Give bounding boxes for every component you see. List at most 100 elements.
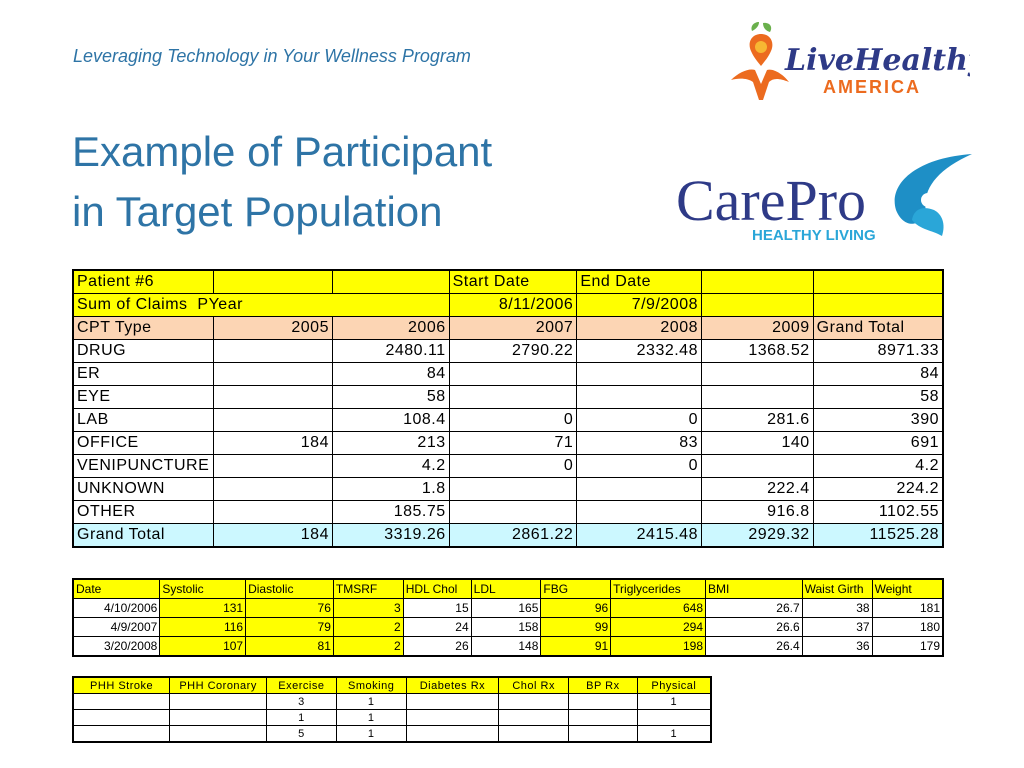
column-header: HDL Chol xyxy=(402,578,472,599)
table-cell: 2 xyxy=(332,617,404,637)
america-wordmark: AMERICA xyxy=(823,77,921,97)
year-header: 2009 xyxy=(700,316,814,340)
figure-head-mark xyxy=(921,193,935,207)
table-cell: 71 xyxy=(448,431,578,455)
biometrics-header-row: Date Systolic Diastolic TMSRF HDL Chol L… xyxy=(72,578,944,599)
table-cell: 5 xyxy=(266,725,337,743)
row-total: 691 xyxy=(812,431,944,455)
table-cell: 116 xyxy=(159,617,247,637)
slide-subtitle: Leveraging Technology in Your Wellness P… xyxy=(73,46,471,66)
patient-label: Patient #6 xyxy=(72,269,215,294)
table-cell xyxy=(448,362,578,386)
grand-total-header: Grand Total xyxy=(812,316,944,340)
column-header: BMI xyxy=(705,578,803,599)
table-cell xyxy=(213,500,333,524)
table-cell xyxy=(576,362,702,386)
table-cell: 99 xyxy=(540,617,612,637)
table-cell: 36 xyxy=(801,636,873,657)
date-cell: 4/10/2006 xyxy=(72,598,161,618)
table-cell: 1 xyxy=(335,725,407,743)
swoosh-icon xyxy=(894,154,972,224)
table-cell: 184 xyxy=(213,523,333,548)
table-cell: 79 xyxy=(245,617,334,637)
table-cell: 1 xyxy=(266,709,337,726)
table-cell xyxy=(498,725,570,743)
table-cell: 1 xyxy=(636,693,712,710)
table-cell: 916.8 xyxy=(700,500,814,524)
year-header: 2005 xyxy=(213,316,333,340)
grand-total-value: 11525.28 xyxy=(812,523,944,548)
table-cell: 648 xyxy=(610,598,707,618)
year-header: 2008 xyxy=(576,316,702,340)
sum-of-claims-label: Sum of Claims PYear xyxy=(72,293,450,317)
cpt-type: VENIPUNCTURE xyxy=(72,454,215,478)
table-row: 5 1 1 xyxy=(72,725,712,743)
sum-of-claims-row: Sum of Claims PYear 8/11/2006 7/9/2008 xyxy=(72,293,944,317)
biometrics-table: Date Systolic Diastolic TMSRF HDL Chol L… xyxy=(72,578,944,657)
column-header: PHH Stroke xyxy=(72,676,171,694)
table-cell xyxy=(405,725,500,743)
table-cell: 0 xyxy=(448,454,578,478)
table-cell xyxy=(576,477,702,501)
column-header: Exercise xyxy=(266,676,337,694)
column-header: Chol Rx xyxy=(498,676,570,694)
row-total: 1102.55 xyxy=(812,500,944,524)
table-row: 3 1 1 xyxy=(72,693,712,710)
start-date-label: Start Date xyxy=(448,269,578,294)
figure-head-icon xyxy=(755,41,767,53)
table-cell: 2790.22 xyxy=(448,339,578,363)
table-row: 1 1 xyxy=(72,709,712,726)
title-line-1: Example of Participant xyxy=(72,128,493,175)
column-header: Smoking xyxy=(335,676,407,694)
table-cell xyxy=(169,693,267,710)
table-row: OFFICE 184 213 71 83 140 691 xyxy=(72,431,944,455)
table-cell: 185.75 xyxy=(331,500,450,524)
start-date-value: 8/11/2006 xyxy=(448,293,578,317)
table-cell: 76 xyxy=(245,598,334,618)
column-header: FBG xyxy=(540,578,612,599)
cpt-type: UNKNOWN xyxy=(72,477,215,501)
table-cell: 24 xyxy=(402,617,472,637)
column-header: Systolic xyxy=(159,578,247,599)
year-header: 2006 xyxy=(331,316,450,340)
cpt-type: DRUG xyxy=(72,339,215,363)
row-total: 224.2 xyxy=(812,477,944,501)
row-total: 4.2 xyxy=(812,454,944,478)
table-cell: 1 xyxy=(636,725,712,743)
table-cell: 281.6 xyxy=(700,408,814,432)
table-cell: 0 xyxy=(576,408,702,432)
table-cell xyxy=(72,693,171,710)
table-cell: 1368.52 xyxy=(700,339,814,363)
table-cell xyxy=(169,709,267,726)
patient-row: Patient #6 Start Date End Date xyxy=(72,269,944,294)
table-cell xyxy=(448,477,578,501)
column-header: LDL xyxy=(470,578,542,599)
table-cell: 26 xyxy=(402,636,472,657)
table-cell: 0 xyxy=(448,408,578,432)
leaf-icon-right xyxy=(763,22,772,32)
table-row: OTHER 185.75 916.8 1102.55 xyxy=(72,500,944,524)
table-cell xyxy=(568,725,638,743)
table-row: EYE 58 58 xyxy=(72,385,944,409)
column-header: TMSRF xyxy=(332,578,404,599)
table-cell: 91 xyxy=(540,636,612,657)
table-cell xyxy=(213,362,333,386)
table-cell: 26.4 xyxy=(705,636,803,657)
table-cell: 2 xyxy=(332,636,404,657)
column-header: Diastolic xyxy=(245,578,334,599)
table-cell: 158 xyxy=(470,617,542,637)
carepro-wordmark: CarePro xyxy=(676,168,866,233)
table-row: 4/9/2007 116 79 2 24 158 99 294 26.6 37 … xyxy=(72,617,944,637)
column-header: Date xyxy=(72,578,161,599)
table-row: 3/20/2008 107 81 2 26 148 91 198 26.4 36… xyxy=(72,636,944,657)
table-cell: 108.4 xyxy=(331,408,450,432)
cpt-type: LAB xyxy=(72,408,215,432)
table-cell xyxy=(568,693,638,710)
carepro-logo: CarePro HEALTHY LIVING xyxy=(676,154,972,244)
table-cell: 96 xyxy=(540,598,612,618)
table-row: UNKNOWN 1.8 222.4 224.2 xyxy=(72,477,944,501)
table-cell: 198 xyxy=(610,636,707,657)
table-cell: 140 xyxy=(700,431,814,455)
carepro-tagline: HEALTHY LIVING xyxy=(752,227,876,244)
year-header: 2007 xyxy=(448,316,578,340)
